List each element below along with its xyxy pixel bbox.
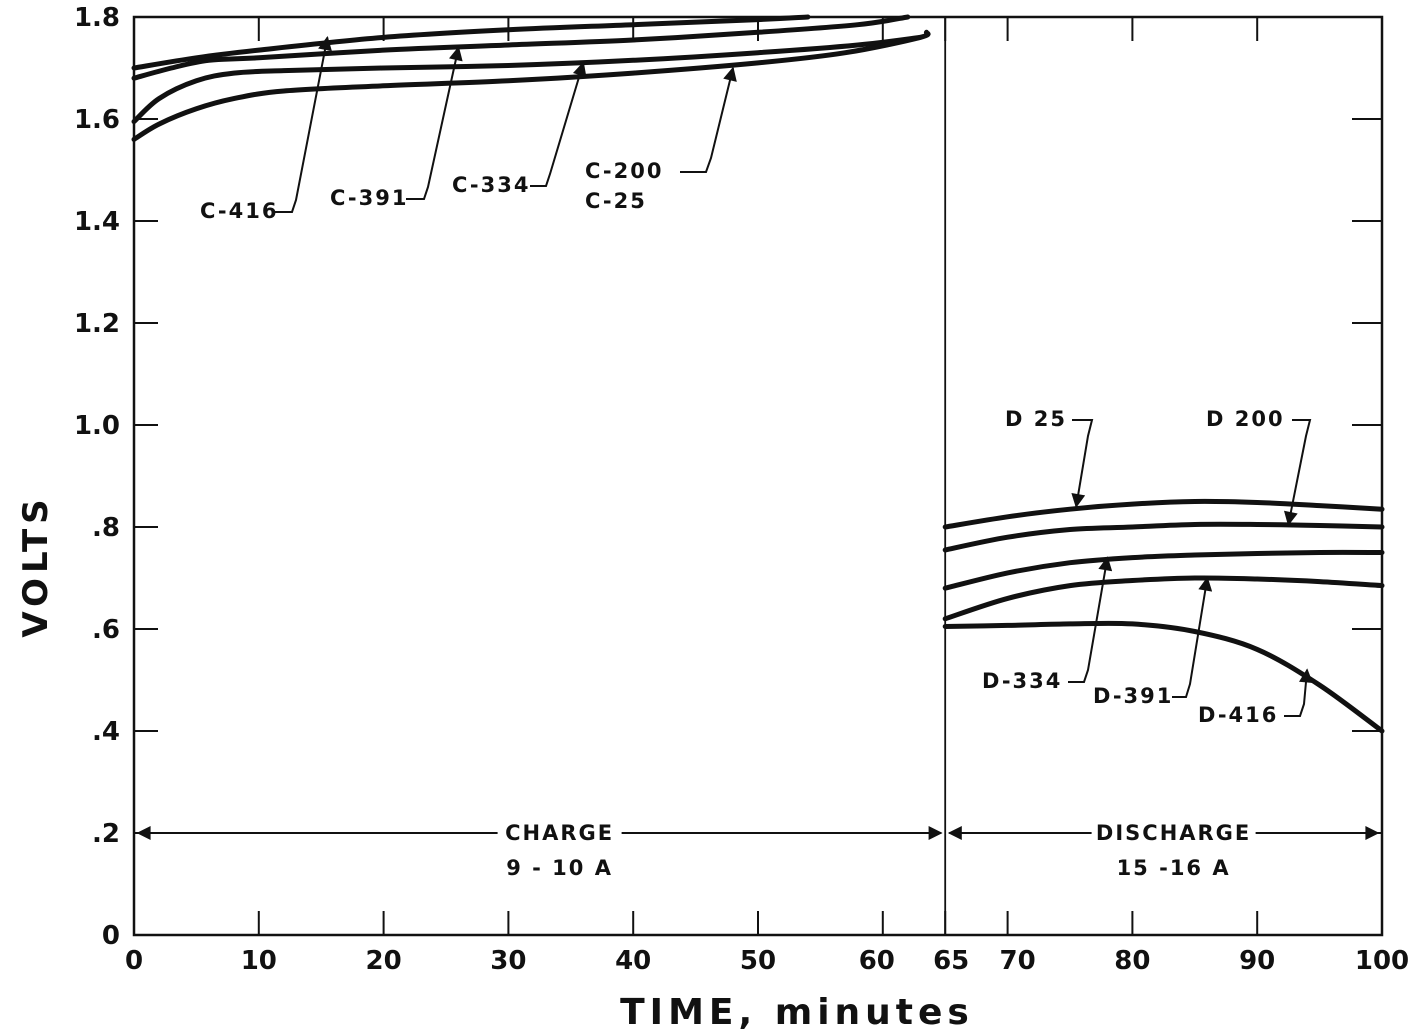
y-tick-label: .8 xyxy=(92,513,120,543)
series-line-c416 xyxy=(131,14,811,71)
annotation-label: D 25 xyxy=(1005,407,1067,431)
annotation-label: C-200 xyxy=(585,159,663,183)
phase-label-current: 9 - 10 A xyxy=(506,856,613,880)
annotation-leader-d334 xyxy=(1068,556,1113,683)
phase-label-name: DISCHARGE xyxy=(1096,821,1251,845)
y-tick-label: 1.0 xyxy=(74,411,120,441)
annotation-leader-d391 xyxy=(1172,576,1213,698)
annotation-leader-c334 xyxy=(530,61,587,187)
y-axis-title: VOLTS xyxy=(16,494,56,637)
x-tick-label: 80 xyxy=(1114,946,1150,976)
x-axis-title: TIME, minutes xyxy=(620,992,974,1033)
annotation-label: D-334 xyxy=(982,669,1062,693)
y-tick-label: 1.8 xyxy=(74,3,120,33)
annotation-label: C-25 xyxy=(585,189,647,213)
annotation-label: C-391 xyxy=(330,186,408,210)
series-line-c391 xyxy=(131,14,911,81)
x-tick-label: 70 xyxy=(1000,946,1036,976)
x-tick-label: 0 xyxy=(125,946,143,976)
annotation-leader-c391 xyxy=(406,46,463,200)
annotation-label: C-416 xyxy=(200,199,278,223)
plot-frame xyxy=(132,15,1384,937)
x-tick-label: 50 xyxy=(740,946,776,976)
annotation-leader-d200 xyxy=(1283,419,1312,526)
annotation-leader-d25 xyxy=(1071,419,1094,508)
y-tick-label: 1.4 xyxy=(74,207,120,237)
x-tick-label: 65 xyxy=(933,946,969,976)
x-tick-label: 30 xyxy=(490,946,526,976)
y-tick-label: 1.6 xyxy=(74,105,120,135)
y-tick-label: 0 xyxy=(102,921,120,951)
y-tick-label: .6 xyxy=(92,615,120,645)
annotation-leader-c416 xyxy=(272,36,332,213)
y-tick-label: .2 xyxy=(92,819,120,849)
plot-area-border xyxy=(132,15,1384,937)
y-tick-label: .4 xyxy=(92,717,120,747)
x-tick-label: 20 xyxy=(366,946,402,976)
series-line-c200 xyxy=(131,29,931,142)
annotation-leader-c200 xyxy=(680,66,737,173)
series-line-c334 xyxy=(131,34,923,125)
axis-ticks: 0 10 20 30 40 50 60 65 70 80 90 100 0 .2 .4 .6 .8 1.0 1.2 1… xyxy=(74,3,1409,976)
series-line-d200 xyxy=(942,521,1385,553)
series-annotations: C-416 C-391 C-334 C-200 C-25 D 25 D 200 D-334 D-… xyxy=(200,36,1313,727)
phase-label-current: 15 -16 A xyxy=(1117,856,1231,880)
x-tick-label: 40 xyxy=(615,946,651,976)
series-line-d391 xyxy=(942,575,1385,622)
annotation-leader-d416 xyxy=(1284,668,1313,717)
y-tick-label: 1.2 xyxy=(74,309,120,339)
x-tick-label: 60 xyxy=(859,946,895,976)
series-line-d334 xyxy=(942,549,1385,591)
series-line-d416 xyxy=(942,620,1385,734)
annotation-label: D-416 xyxy=(1198,703,1278,727)
series-line-d25 xyxy=(942,498,1385,530)
phase-arrows: CHARGE 9 - 10 A DISCHARGE 15 -16 A xyxy=(136,821,1380,880)
series-lines xyxy=(131,14,1385,734)
x-tick-label: 100 xyxy=(1355,946,1409,976)
annotation-label: D 200 xyxy=(1206,407,1285,431)
annotation-label: D-391 xyxy=(1093,684,1173,708)
annotation-label: C-334 xyxy=(452,173,530,197)
x-tick-label: 10 xyxy=(241,946,277,976)
phase-label-name: CHARGE xyxy=(505,821,614,845)
x-tick-label: 90 xyxy=(1239,946,1275,976)
